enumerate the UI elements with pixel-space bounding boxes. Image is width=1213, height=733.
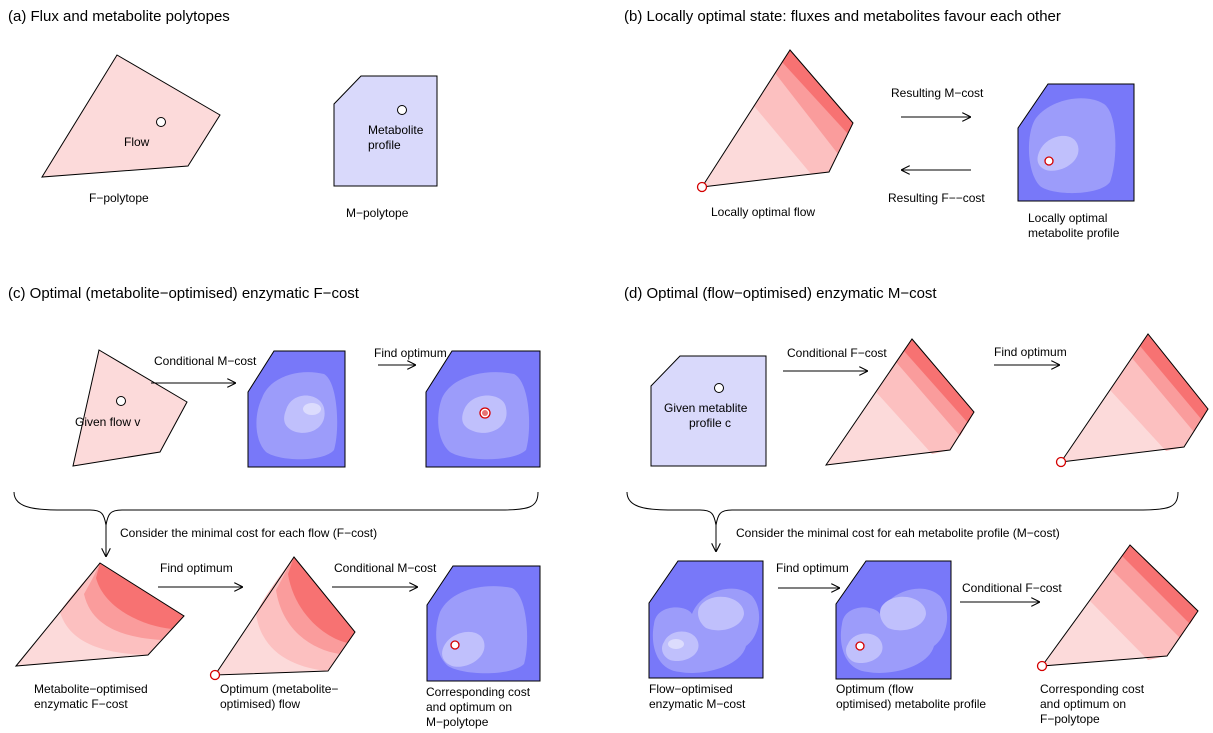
optimum-metabolite-point <box>855 641 865 651</box>
locally-optimal-flow-point <box>696 181 708 193</box>
given-metabolite-polytope <box>650 355 767 467</box>
c-caption-1-line-2: enzymatic F−cost <box>34 697 128 711</box>
panel-c-title: (c) Optimal (metabolite−optimised) enzym… <box>8 285 360 302</box>
f-optimum-wedge <box>1059 333 1209 463</box>
given-flow-polytope <box>72 349 188 467</box>
locally-optimal-flow-caption: Locally optimal flow <box>711 205 815 219</box>
panel-b-title: (b) Locally optimal state: fluxes and me… <box>624 8 1061 25</box>
locally-optimal-metabolite-point <box>1044 156 1054 166</box>
metabolite-label-1: Metabolite <box>368 123 424 137</box>
panel-a: (a) Flux and metabolite polytopes Flow F… <box>8 8 438 220</box>
c-arrow-2-label: Find optimum <box>374 346 447 360</box>
corresponding-m-polytope <box>426 565 541 682</box>
f-polytope <box>41 54 221 178</box>
c-caption-1-line-1: Metabolite−optimised <box>34 682 148 696</box>
metabolite-optimised-f-cost <box>14 562 185 667</box>
given-flow-label: Given flow v <box>75 415 140 429</box>
corresponding-m-optimum-point <box>450 640 460 650</box>
f-polytope-label: F−polytope <box>89 191 149 205</box>
flow-optimised-m-cost <box>648 560 764 679</box>
d-arrow-4-label: Conditional F−cost <box>962 581 1062 595</box>
c-brace <box>13 491 539 526</box>
given-flow-point <box>116 396 126 406</box>
corresponding-f-polytope <box>1040 544 1199 667</box>
c-caption-3-line-3: M−polytope <box>426 715 489 729</box>
d-brace-label: Consider the minimal cost for eah metabo… <box>736 526 1060 540</box>
metabolite-cost-polytope <box>1017 83 1135 202</box>
conditional-f-cost-wedge <box>824 338 975 466</box>
arrow-top-label: Resulting M−cost <box>891 86 984 100</box>
metabolite-point <box>397 105 407 115</box>
metab-caption-2: metabolite profile <box>1028 226 1120 240</box>
c-caption-2-line-1: Optimum (metabolite− <box>220 682 338 696</box>
f-optimum-point <box>1055 456 1067 468</box>
optimum-metabolite-polytope <box>835 560 952 680</box>
d-caption-3-line-2: and optimum on <box>1040 697 1126 711</box>
d-caption-3-line-3: F−polytope <box>1040 712 1100 726</box>
flux-cost-wedge <box>701 49 854 188</box>
d-brace <box>626 491 1179 526</box>
panel-c: (c) Optimal (metabolite−optimised) enzym… <box>8 285 541 729</box>
given-metabolite-label-2: profile c <box>689 416 731 430</box>
optimum-flow-polytope <box>214 556 356 676</box>
flow-point <box>156 117 166 127</box>
metabolite-label-2: profile <box>368 138 401 152</box>
given-metabolite-label-1: Given metablite <box>664 401 748 415</box>
panel-b: (b) Locally optimal state: fluxes and me… <box>624 8 1135 240</box>
d-arrow-1-label: Conditional F−cost <box>787 346 887 360</box>
panel-d: (d) Optimal (flow−optimised) enzymatic M… <box>624 285 1209 726</box>
d-caption-2-line-1: Optimum (flow <box>836 682 914 696</box>
d-caption-1-line-1: Flow−optimised <box>649 682 733 696</box>
metab-caption-1: Locally optimal <box>1028 211 1107 225</box>
d-arrow-3-label: Find optimum <box>776 561 849 575</box>
arrow-bottom-label: Resulting F−−cost <box>888 191 985 205</box>
c-arrow-1-label: Conditional M−cost <box>154 354 257 368</box>
m-polytope-label: M−polytope <box>346 206 409 220</box>
given-metabolite-point <box>714 383 724 393</box>
c-arrow-4-label: Conditional M−cost <box>334 561 437 575</box>
m-polytope <box>333 75 438 187</box>
d-caption-3-line-1: Corresponding cost <box>1040 682 1145 696</box>
flow-label: Flow <box>124 135 150 149</box>
d-caption-1-line-2: enzymatic M−cost <box>649 697 746 711</box>
c-brace-label: Consider the minimal cost for each flow … <box>120 526 377 540</box>
c-caption-3-line-2: and optimum on <box>426 700 512 714</box>
conditional-m-cost-polytope <box>247 350 346 468</box>
d-caption-2-line-2: optimised) metabolite profile <box>836 697 986 711</box>
panel-d-title: (d) Optimal (flow−optimised) enzymatic M… <box>624 285 937 302</box>
d-arrow-2-label: Find optimum <box>994 345 1067 359</box>
c-caption-3-line-1: Corresponding cost <box>426 685 531 699</box>
c-arrow-3-label: Find optimum <box>160 561 233 575</box>
optimum-flow-point <box>209 669 221 681</box>
corresponding-f-optimum-point <box>1036 660 1048 672</box>
c-caption-2-line-2: optimised) flow <box>220 697 300 711</box>
panel-a-title: (a) Flux and metabolite polytopes <box>8 8 230 25</box>
